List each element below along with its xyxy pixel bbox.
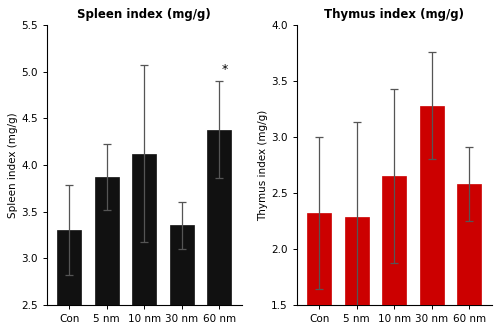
Bar xyxy=(420,106,444,332)
Bar xyxy=(207,129,232,332)
Y-axis label: Spleen index (mg/g): Spleen index (mg/g) xyxy=(8,112,18,218)
Y-axis label: Thymus index (mg/g): Thymus index (mg/g) xyxy=(258,109,268,220)
Bar xyxy=(307,213,332,332)
Bar xyxy=(57,230,82,332)
Bar xyxy=(344,217,369,332)
Bar xyxy=(132,154,156,332)
Bar xyxy=(94,177,119,332)
Bar xyxy=(382,176,406,332)
Bar xyxy=(457,184,481,332)
Text: *: * xyxy=(222,63,228,76)
Title: Thymus index (mg/g): Thymus index (mg/g) xyxy=(324,8,464,21)
Title: Spleen index (mg/g): Spleen index (mg/g) xyxy=(78,8,211,21)
Bar xyxy=(170,225,194,332)
